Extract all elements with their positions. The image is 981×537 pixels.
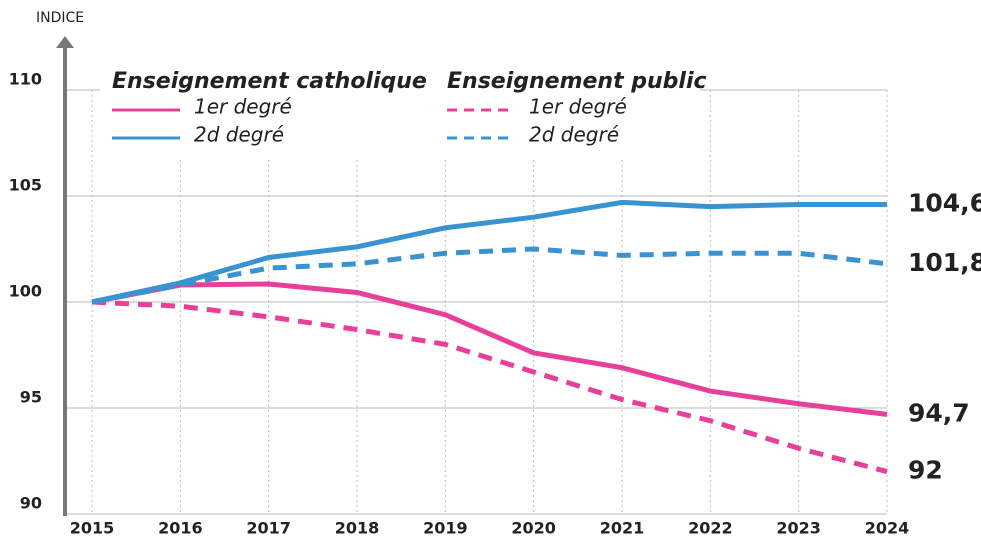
x-tick-label: 2016 — [158, 519, 203, 537]
x-tick-label: 2019 — [423, 519, 468, 537]
legend-group-title: Enseignement public — [447, 69, 707, 94]
x-tick-label: 2017 — [246, 519, 291, 537]
y-axis-label: INDICE — [36, 10, 84, 26]
series-line — [91, 299, 888, 475]
legend-group-title: Enseignement catholique — [112, 69, 427, 94]
legend-background — [100, 62, 700, 158]
end-label: 101,8 — [908, 248, 981, 277]
y-tick-label: 105 — [9, 176, 42, 195]
x-tick-label: 2020 — [511, 519, 556, 537]
legend-label: 2d degré — [194, 123, 284, 147]
series-line — [91, 246, 888, 305]
y-tick-label: 90 — [20, 494, 42, 513]
y-tick-label: 110 — [9, 70, 42, 89]
end-label: 92 — [908, 456, 943, 485]
x-tick-label: 2018 — [335, 519, 380, 537]
legend-label: 2d degré — [529, 123, 619, 147]
legend-label: 1er degré — [194, 95, 292, 119]
y-axis-arrow — [56, 36, 74, 48]
end-label: 104,6 — [908, 188, 981, 217]
x-tick-label: 2015 — [70, 519, 115, 537]
x-tick-label: 2024 — [865, 519, 910, 537]
x-tick-label: 2023 — [776, 519, 821, 537]
series-line — [91, 199, 887, 305]
legend-label: 1er degré — [529, 95, 627, 119]
x-tick-label: 2022 — [688, 519, 733, 537]
series-line — [91, 281, 888, 417]
x-tick-label: 2021 — [600, 519, 645, 537]
y-tick-label: 95 — [20, 388, 42, 407]
end-label: 94,7 — [908, 398, 970, 427]
y-tick-label: 100 — [9, 282, 42, 301]
